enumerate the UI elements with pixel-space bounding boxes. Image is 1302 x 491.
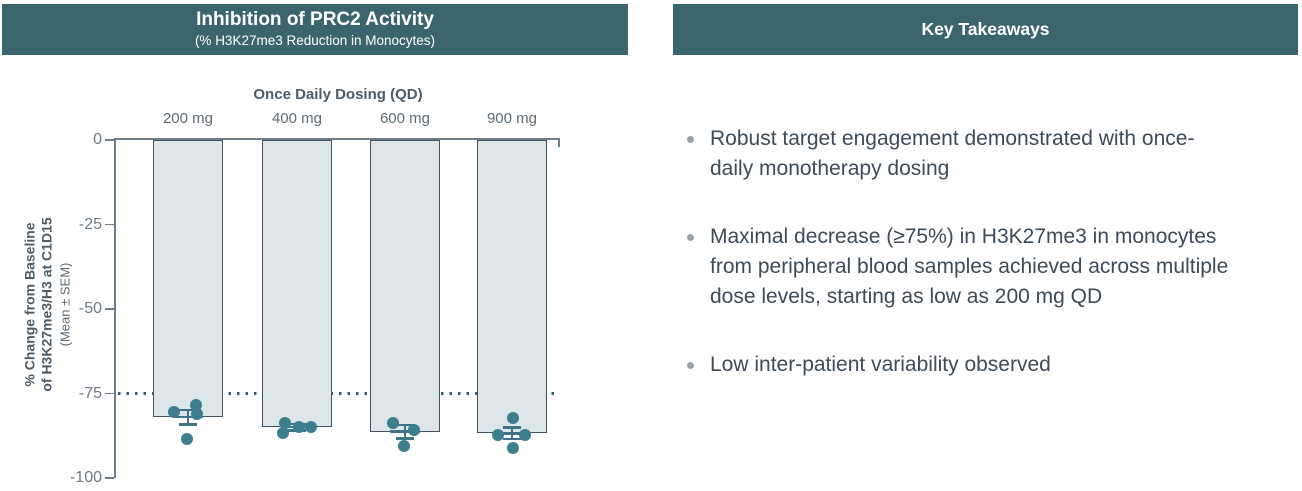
error-bar-cap-top	[396, 423, 414, 427]
takeaway-text: Maximal decrease (≥75%) in H3K27me3 in m…	[710, 225, 1229, 308]
takeaway-text: Robust target engagement demonstrated wi…	[710, 127, 1195, 180]
dose-label: 900 mg	[486, 110, 538, 127]
takeaway-bullet: Low inter-patient variability observed	[680, 350, 1280, 380]
data-point	[191, 407, 203, 420]
y-tick-label: -50	[78, 300, 102, 317]
zero-baseline	[114, 138, 560, 140]
y-tick-label: 0	[93, 131, 102, 148]
takeaway-list: Robust target engagement demonstrated wi…	[680, 124, 1280, 418]
y-tick	[105, 139, 114, 141]
dose-label: 400 mg	[271, 110, 323, 127]
data-point	[507, 412, 519, 425]
y-tick	[105, 223, 114, 226]
takeaway-bullet: Robust target engagement demonstrated wi…	[680, 124, 1280, 184]
chart-header-title: Inhibition of PRC2 Activity	[196, 9, 434, 31]
y-tick	[105, 477, 114, 479]
mean-line	[497, 432, 527, 435]
data-point	[190, 398, 202, 411]
takeaways-header: Key Takeaways	[673, 4, 1298, 55]
data-point	[277, 426, 289, 439]
bullet-icon	[687, 234, 694, 241]
error-bar-cap-bottom	[396, 437, 414, 440]
dose-label: 200 mg	[162, 110, 214, 127]
takeaway-bullet: Maximal decrease (≥75%) in H3K27me3 in m…	[680, 222, 1280, 312]
bar	[153, 140, 223, 418]
data-point	[279, 416, 291, 429]
data-point	[507, 441, 519, 454]
y-tick-label: -75	[78, 384, 102, 402]
error-bar-cap-top	[503, 426, 521, 429]
bar	[262, 140, 332, 428]
y-axis-line	[114, 140, 116, 478]
data-point	[492, 429, 504, 442]
data-point	[293, 420, 305, 433]
error-bar-cap-top	[179, 408, 197, 411]
data-point	[305, 420, 317, 433]
takeaways-header-title: Key Takeaways	[921, 19, 1050, 39]
y-tick	[105, 392, 114, 395]
bullet-icon	[687, 136, 694, 143]
dose-label: 600 mg	[379, 110, 431, 127]
takeaway-text: Low inter-patient variability observed	[710, 353, 1051, 376]
mean-line	[173, 415, 203, 419]
chart-panel: Inhibition of PRC2 Activity (% H3K27me3 …	[2, 4, 628, 486]
chart-header: Inhibition of PRC2 Activity (% H3K27me3 …	[2, 4, 628, 55]
data-point	[387, 416, 399, 429]
bullet-icon	[687, 362, 694, 369]
takeaways-panel: Key Takeaways Robust target engagement d…	[651, 0, 1302, 491]
mean-line	[390, 430, 420, 433]
data-point	[181, 433, 193, 446]
data-point	[519, 429, 531, 442]
y-axis-title: % Change from Baseline of H3K27me3/H3 at…	[21, 217, 55, 392]
reference-line	[118, 392, 560, 395]
data-point	[408, 424, 420, 437]
bar	[370, 140, 440, 432]
chart-header-subtitle: (% H3K27me3 Reduction in Monocytes)	[194, 32, 436, 48]
y-tick	[105, 308, 114, 310]
baseline-end-tick	[558, 140, 560, 147]
bar	[477, 140, 547, 434]
error-bar-cap-bottom	[179, 423, 197, 426]
data-point	[398, 440, 410, 453]
x-axis-group-title: Once Daily Dosing (QD)	[253, 86, 423, 103]
data-point	[168, 405, 180, 418]
y-tick-label: -25	[78, 215, 102, 233]
error-bar-cap-bottom	[503, 437, 521, 441]
y-tick-label: -100	[69, 469, 102, 486]
